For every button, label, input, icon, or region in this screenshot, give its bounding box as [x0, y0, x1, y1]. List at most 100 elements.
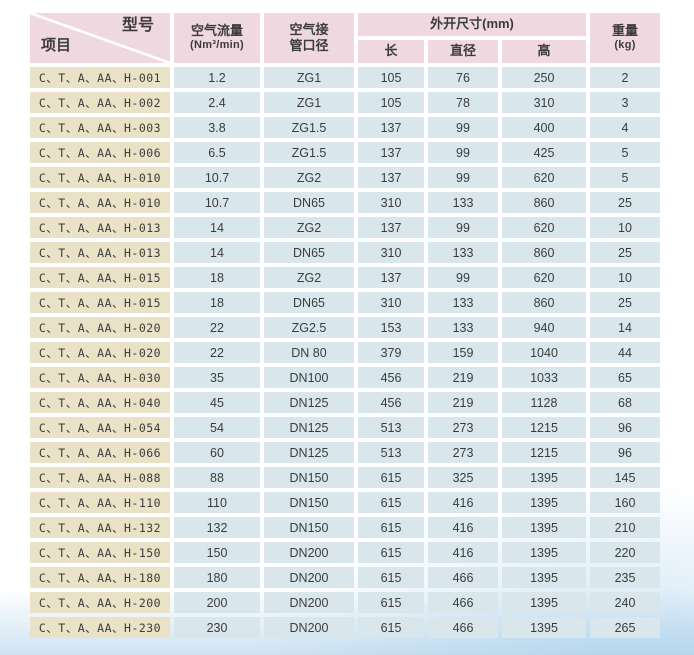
table-row: C、T、A、AA、H-110 110 DN150 615 416 1395 16…	[30, 492, 660, 513]
pipe-cell: DN65	[264, 292, 354, 313]
height-cell: 1215	[502, 442, 586, 463]
weight-cell: 145	[590, 467, 660, 488]
flow-cell: 18	[174, 267, 260, 288]
flow-unit: (Nm³/min)	[189, 39, 245, 52]
table-row: C、T、A、AA、H-006 6.5 ZG1.5 137 99 425 5	[30, 142, 660, 163]
length-cell: 153	[358, 317, 424, 338]
pipe-title-line1: 空气接	[289, 21, 329, 37]
weight-cell: 25	[590, 292, 660, 313]
diameter-cell: 99	[428, 117, 498, 138]
pipe-title-line2: 管口径	[289, 38, 329, 53]
height-cell: 620	[502, 167, 586, 188]
diameter-cell: 219	[428, 392, 498, 413]
weight-unit: (kg)	[614, 39, 636, 52]
diameter-cell: 416	[428, 542, 498, 563]
flow-cell: 22	[174, 342, 260, 363]
weight-cell: 65	[590, 367, 660, 388]
pipe-cell: ZG2	[264, 217, 354, 238]
pipe-cell: ZG1.5	[264, 117, 354, 138]
height-cell: 860	[502, 192, 586, 213]
table-row: C、T、A、AA、H-001 1.2 ZG1 105 76 250 2	[30, 67, 660, 88]
header-row-top: 型号 项目 空气流量 (Nm³/min) 空气接 管口径 外开尺寸(mm) 重量…	[30, 13, 660, 63]
model-cell: C、T、A、AA、H-150	[30, 542, 170, 563]
diameter-cell: 159	[428, 342, 498, 363]
table-row: C、T、A、AA、H-054 54 DN125 513 273 1215 96	[30, 417, 660, 438]
flow-cell: 180	[174, 567, 260, 588]
length-cell: 137	[358, 142, 424, 163]
flow-cell: 110	[174, 492, 260, 513]
weight-cell: 96	[590, 442, 660, 463]
model-cell: C、T、A、AA、H-010	[30, 167, 170, 188]
weight-cell: 96	[590, 417, 660, 438]
height-cell: 1128	[502, 392, 586, 413]
table-row: C、T、A、AA、H-088 88 DN150 615 325 1395 145	[30, 467, 660, 488]
col-header-flow: 空气流量 (Nm³/min)	[174, 13, 260, 63]
flow-cell: 60	[174, 442, 260, 463]
col-header-pipe: 空气接 管口径	[264, 13, 354, 63]
pipe-cell: DN 80	[264, 342, 354, 363]
length-cell: 456	[358, 392, 424, 413]
table-row: C、T、A、AA、H-030 35 DN100 456 219 1033 65	[30, 367, 660, 388]
length-cell: 513	[358, 417, 424, 438]
flow-cell: 6.5	[174, 142, 260, 163]
length-cell: 615	[358, 517, 424, 538]
weight-cell: 160	[590, 492, 660, 513]
model-cell: C、T、A、AA、H-002	[30, 92, 170, 113]
diameter-cell: 466	[428, 567, 498, 588]
height-cell: 620	[502, 217, 586, 238]
pipe-cell: ZG1	[264, 67, 354, 88]
flow-cell: 54	[174, 417, 260, 438]
table-row: C、T、A、AA、H-013 14 DN65 310 133 860 25	[30, 242, 660, 263]
col-header-dimensions: 外开尺寸(mm)	[358, 13, 586, 36]
weight-cell: 220	[590, 542, 660, 563]
weight-cell: 5	[590, 167, 660, 188]
model-cell: C、T、A、AA、H-013	[30, 217, 170, 238]
pipe-cell: DN125	[264, 392, 354, 413]
pipe-cell: DN125	[264, 417, 354, 438]
corner-label-type: 型号	[121, 17, 154, 34]
weight-cell: 44	[590, 342, 660, 363]
height-cell: 1395	[502, 592, 586, 613]
flow-cell: 10.7	[174, 167, 260, 188]
length-cell: 615	[358, 467, 424, 488]
diameter-cell: 78	[428, 92, 498, 113]
diameter-cell: 466	[428, 592, 498, 613]
pipe-cell: ZG2	[264, 267, 354, 288]
model-cell: C、T、A、AA、H-006	[30, 142, 170, 163]
col-header-length: 长	[358, 40, 424, 63]
weight-cell: 25	[590, 242, 660, 263]
flow-cell: 10.7	[174, 192, 260, 213]
flow-cell: 230	[174, 617, 260, 638]
table-row: C、T、A、AA、H-015 18 DN65 310 133 860 25	[30, 292, 660, 313]
flow-cell: 45	[174, 392, 260, 413]
height-cell: 1395	[502, 542, 586, 563]
weight-title: 重量	[611, 23, 638, 38]
height-cell: 1395	[502, 567, 586, 588]
model-cell: C、T、A、AA、H-030	[30, 367, 170, 388]
col-header-height: 高	[502, 40, 586, 63]
weight-cell: 2	[590, 67, 660, 88]
diameter-cell: 325	[428, 467, 498, 488]
height-cell: 1395	[502, 617, 586, 638]
height-cell: 1395	[502, 492, 586, 513]
table-row: C、T、A、AA、H-020 22 ZG2.5 153 133 940 14	[30, 317, 660, 338]
model-cell: C、T、A、AA、H-180	[30, 567, 170, 588]
table-row: C、T、A、AA、H-003 3.8 ZG1.5 137 99 400 4	[30, 117, 660, 138]
weight-cell: 25	[590, 192, 660, 213]
length-cell: 310	[358, 192, 424, 213]
height-cell: 250	[502, 67, 586, 88]
spec-table: 型号 项目 空气流量 (Nm³/min) 空气接 管口径 外开尺寸(mm) 重量…	[26, 9, 664, 642]
diameter-cell: 99	[428, 142, 498, 163]
flow-cell: 132	[174, 517, 260, 538]
flow-cell: 150	[174, 542, 260, 563]
model-cell: C、T、A、AA、H-040	[30, 392, 170, 413]
length-cell: 615	[358, 492, 424, 513]
weight-cell: 3	[590, 92, 660, 113]
table-row: C、T、A、AA、H-002 2.4 ZG1 105 78 310 3	[30, 92, 660, 113]
length-cell: 137	[358, 117, 424, 138]
length-cell: 137	[358, 167, 424, 188]
model-cell: C、T、A、AA、H-230	[30, 617, 170, 638]
model-cell: C、T、A、AA、H-132	[30, 517, 170, 538]
diameter-cell: 219	[428, 367, 498, 388]
pipe-cell: DN150	[264, 467, 354, 488]
